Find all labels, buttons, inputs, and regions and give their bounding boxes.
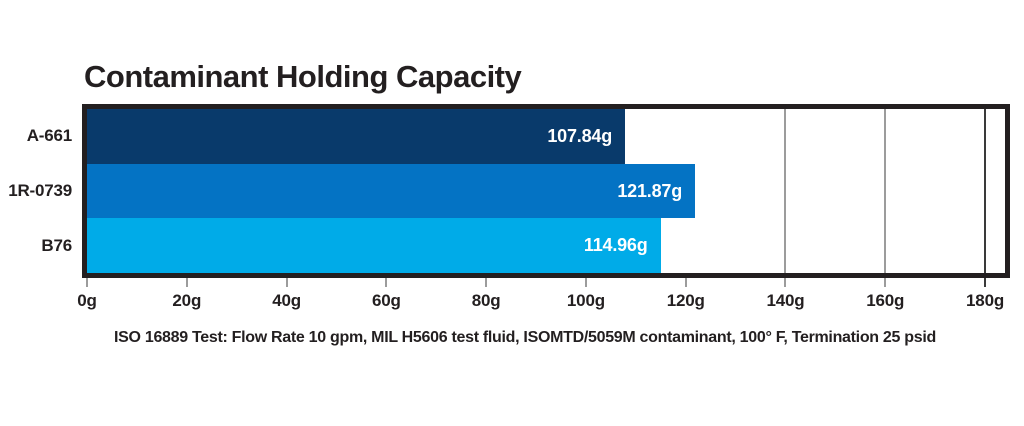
bar-row: 121.87g bbox=[87, 163, 1005, 219]
axis-tick-label: 20g bbox=[172, 291, 202, 310]
axis-tick bbox=[385, 278, 388, 287]
axis-tick-label: 40g bbox=[272, 291, 301, 310]
axis-tick bbox=[285, 278, 288, 287]
gridline-180g bbox=[984, 109, 987, 273]
x-axis: 0g 20g 40g 60g 80g 100g 120g 140g 160g 180g bbox=[77, 278, 1005, 320]
axis-tick-label: 120g bbox=[666, 291, 705, 310]
chart-title: Contaminant Holding Capacity bbox=[84, 59, 522, 94]
axis-tick-label: 80g bbox=[471, 291, 501, 310]
bar-value-label: 121.87g bbox=[617, 180, 683, 201]
category-label: A-661 bbox=[26, 126, 73, 146]
axis-tick-label: 60g bbox=[371, 291, 401, 310]
bar-1r-0739: 121.87g bbox=[87, 163, 696, 219]
category-labels: A-661 1R-0739 B76 bbox=[0, 109, 72, 273]
axis-tick bbox=[86, 278, 88, 287]
bars-group: 107.84g 121.87g 114.96g bbox=[87, 109, 1005, 274]
axis-tick bbox=[984, 278, 987, 287]
plot-frame: 107.84g 121.87g 114.96g bbox=[82, 104, 1010, 278]
bar-row: 114.96g bbox=[87, 218, 1005, 274]
gridline-160g bbox=[884, 109, 887, 273]
axis-tick bbox=[584, 278, 587, 287]
gridline-140g bbox=[784, 109, 787, 273]
category-label: 1R-0739 bbox=[8, 181, 72, 200]
bar-value-label: 114.96g bbox=[583, 235, 648, 256]
category-label: B76 bbox=[41, 235, 72, 255]
axis-tick bbox=[485, 278, 488, 287]
bar-a-661: 107.84g bbox=[87, 109, 626, 164]
axis-tick bbox=[684, 278, 687, 287]
axis-tick-label: 100g bbox=[566, 291, 605, 310]
axis-tick-label: 140g bbox=[766, 291, 805, 310]
axis-tick-label: 0g bbox=[77, 291, 97, 310]
axis-tick-label: 180g bbox=[966, 291, 1005, 310]
bar-row: 107.84g bbox=[87, 109, 1005, 164]
bar-b76: 114.96g bbox=[87, 218, 661, 274]
axis-tick bbox=[884, 278, 887, 287]
bar-value-label: 107.84g bbox=[547, 125, 613, 146]
test-conditions-note: ISO 16889 Test: Flow Rate 10 gpm, MIL H5… bbox=[114, 329, 936, 346]
axis-tick bbox=[784, 278, 787, 287]
axis-tick-label: 160g bbox=[866, 291, 905, 310]
axis-tick bbox=[185, 278, 188, 287]
